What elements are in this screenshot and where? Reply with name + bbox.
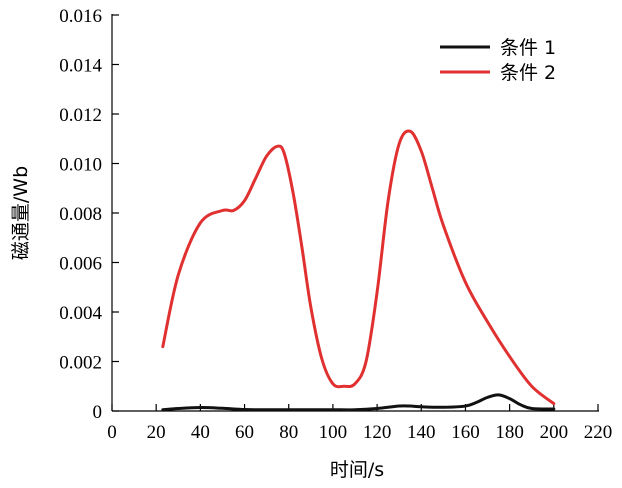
series-lines xyxy=(161,129,556,412)
y-ticks: 0 0.002 0.004 0.006 0.008 0.010 0.012 0.014 0.01… xyxy=(59,6,119,423)
x-tick-label: 60 xyxy=(235,422,254,443)
y-tick-label: 0.002 xyxy=(59,353,102,374)
y-tick-label: 0.008 xyxy=(59,204,102,225)
x-tick-label: 200 xyxy=(540,422,569,443)
y-axis-title: 磁通量/Wb xyxy=(10,166,32,260)
y-tick-label: 0.006 xyxy=(59,254,102,275)
y-tick-label: 0 xyxy=(93,402,103,423)
x-tick-label: 20 xyxy=(147,422,166,443)
legend: 条件 1 条件 2 xyxy=(440,37,556,84)
x-tick-label: 0 xyxy=(107,422,117,443)
series-line-2 xyxy=(161,129,556,406)
x-axis-title: 时间/s xyxy=(330,459,384,481)
x-tick-label: 100 xyxy=(319,422,348,443)
x-tick-label: 180 xyxy=(495,422,524,443)
x-tick-label: 140 xyxy=(407,422,436,443)
x-tick-label: 220 xyxy=(584,422,613,443)
y-tick-label: 0.014 xyxy=(59,56,102,77)
legend-label-2: 条件 2 xyxy=(500,62,556,84)
x-tick-label: 160 xyxy=(451,422,480,443)
y-tick-label: 0.016 xyxy=(59,6,102,27)
y-tick-label: 0.010 xyxy=(59,155,102,176)
y-tick-label: 0.004 xyxy=(59,303,102,324)
series-line-1 xyxy=(161,393,556,412)
y-tick-label: 0.012 xyxy=(59,105,102,126)
legend-label-1: 条件 1 xyxy=(500,37,556,59)
x-tick-label: 40 xyxy=(191,422,210,443)
x-tick-label: 80 xyxy=(279,422,298,443)
x-tick-label: 120 xyxy=(363,422,392,443)
